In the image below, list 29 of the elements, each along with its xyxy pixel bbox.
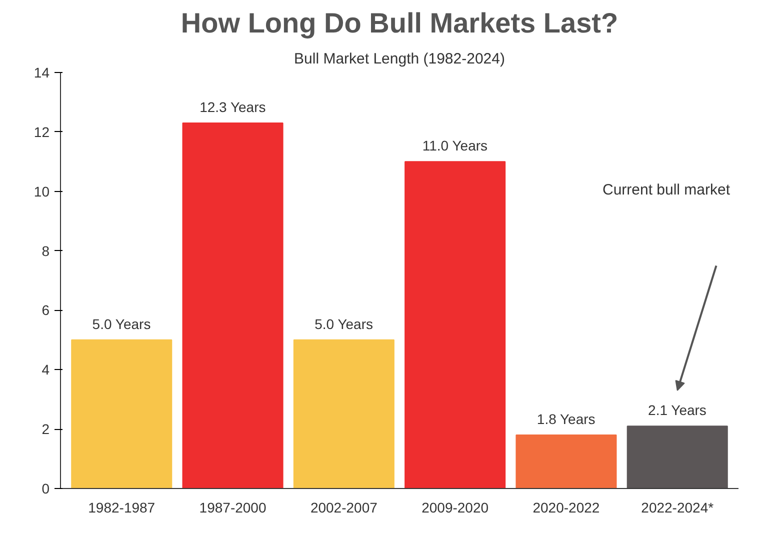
data-label: 1.8 Years [536,411,596,428]
y-tick-label: 8 [42,242,50,259]
bar [404,161,506,488]
x-tick-label: 2002-2007 [310,500,378,516]
y-tick-label: 2 [42,421,50,438]
y-tick-label: 12 [34,124,50,140]
bar [626,426,728,488]
bar [516,434,617,488]
chart-subtitle: Bull Market Length (1982-2024) [294,50,505,68]
bar [71,339,172,488]
y-tick-label: 10 [34,183,50,200]
bar [293,339,394,488]
chart-title: How Long Do Bull Markets Last? [180,8,618,38]
x-tick-label: 2022-2024* [641,500,714,516]
x-tick-label: 1987-2000 [199,500,266,516]
x-tick-label: 1982-1987 [88,500,156,516]
y-tick-label: 0 [42,480,50,496]
data-label: 12.3 Years [200,99,266,116]
x-tick-label: 2009-2020 [422,500,489,516]
bar [182,122,284,488]
y-tick-label: 14 [34,64,50,80]
x-tick-label: 2020-2022 [532,500,600,516]
annotation: Current bull market [602,182,731,198]
data-label: 2.1 Years [648,402,706,418]
y-tick-label: 4 [42,362,50,378]
data-label: 11.0 Years [422,138,488,154]
y-tick-label: 6 [42,302,50,318]
data-label: 5.0 Years [92,316,151,332]
data-label: 5.0 Years [314,316,373,332]
